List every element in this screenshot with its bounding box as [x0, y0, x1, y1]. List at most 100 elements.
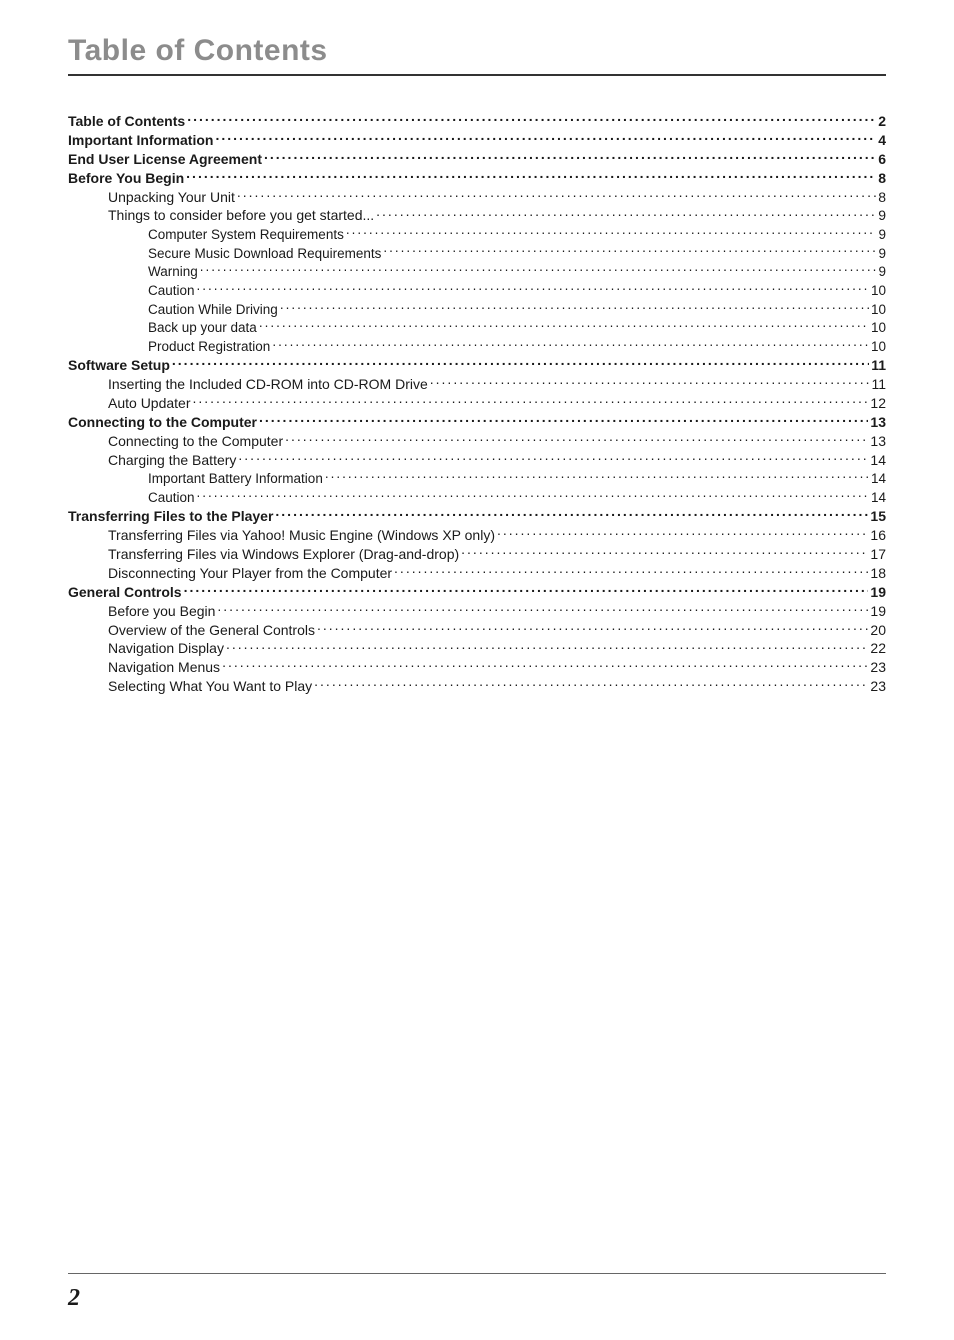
toc-row: Important Battery Information 14: [148, 470, 886, 489]
toc-row: Transferring Files via Yahoo! Music Engi…: [108, 526, 886, 545]
toc-page: 6: [878, 150, 886, 169]
toc-page: 9: [878, 206, 886, 225]
toc-page: 15: [870, 507, 886, 526]
page-number: 2: [68, 1285, 80, 1312]
toc-page: 20: [870, 621, 886, 640]
toc-label: Auto Updater: [108, 394, 191, 413]
toc-row: Software Setup11: [68, 356, 886, 375]
toc-label: Things to consider before you get starte…: [108, 206, 374, 225]
toc-leader: [197, 488, 869, 502]
toc-row: Overview of the General Controls 20: [108, 621, 886, 640]
toc-leader: [314, 677, 868, 691]
toc-row: Important Information 4: [68, 131, 886, 150]
toc-row: Things to consider before you get starte…: [108, 206, 886, 225]
toc-page: 2: [878, 112, 886, 131]
toc-row: Auto Updater 12: [108, 394, 886, 413]
toc-leader: [187, 112, 876, 126]
toc-page: 22: [870, 639, 886, 658]
toc-page: 17: [870, 545, 886, 564]
toc-label: Overview of the General Controls: [108, 621, 315, 640]
toc-row: Transferring Files via Windows Explorer …: [108, 545, 886, 564]
toc-leader: [383, 244, 876, 258]
table-of-contents: Table of Contents2Important Information4…: [68, 112, 886, 696]
toc-row: Unpacking Your Unit 8: [108, 188, 886, 207]
toc-leader: [186, 169, 876, 183]
toc-page: 18: [870, 564, 886, 583]
toc-page: 14: [870, 451, 886, 470]
toc-page: 23: [870, 658, 886, 677]
toc-label: Disconnecting Your Player from the Compu…: [108, 564, 392, 583]
toc-page: 10: [871, 282, 886, 300]
toc-label: Important Information: [68, 131, 213, 150]
toc-leader: [226, 639, 868, 653]
toc-leader: [259, 319, 869, 333]
toc-row: Charging the Battery 14: [108, 451, 886, 470]
toc-leader: [317, 621, 868, 635]
toc-label: Selecting What You Want to Play: [108, 677, 312, 696]
page: Table of Contents Table of Contents2Impo…: [0, 0, 954, 1340]
toc-label: Secure Music Download Requirements: [148, 245, 381, 263]
toc-row: Warning 9: [148, 263, 886, 282]
title-rule: [68, 74, 886, 76]
toc-label: Warning: [148, 263, 198, 281]
toc-label: Caution: [148, 489, 195, 507]
toc-label: Caution While Driving: [148, 301, 278, 319]
toc-page: 8: [878, 169, 886, 188]
toc-leader: [215, 131, 876, 145]
toc-label: Inserting the Included CD-ROM into CD-RO…: [108, 375, 428, 394]
toc-leader: [197, 282, 869, 296]
toc-row: Selecting What You Want to Play 23: [108, 677, 886, 696]
toc-page: 11: [871, 375, 886, 394]
toc-label: Important Battery Information: [148, 470, 323, 488]
toc-row: Transferring Files to the Player15: [68, 507, 886, 526]
toc-label: Back up your data: [148, 319, 257, 337]
toc-row: Product Registration10: [148, 338, 886, 357]
toc-leader: [497, 526, 868, 540]
toc-row: Navigation Menus 23: [108, 658, 886, 677]
toc-row: Navigation Display22: [108, 639, 886, 658]
toc-leader: [430, 375, 870, 389]
toc-leader: [259, 413, 868, 427]
toc-page: 19: [870, 602, 886, 621]
toc-leader: [394, 564, 868, 578]
toc-leader: [346, 225, 877, 239]
toc-page: 9: [878, 226, 886, 244]
toc-leader: [222, 658, 868, 672]
toc-label: Connecting to the Computer: [68, 413, 257, 432]
toc-page: 13: [870, 432, 886, 451]
toc-row: Caution14: [148, 488, 886, 507]
toc-label: Unpacking Your Unit: [108, 188, 235, 207]
toc-page: 19: [870, 583, 886, 602]
toc-row: Caution While Driving 10: [148, 300, 886, 319]
toc-row: Back up your data10: [148, 319, 886, 338]
toc-page: 4: [878, 131, 886, 150]
toc-leader: [217, 602, 868, 616]
toc-label: Charging the Battery: [108, 451, 236, 470]
toc-page: 10: [871, 301, 886, 319]
toc-page: 16: [870, 526, 886, 545]
toc-leader: [193, 394, 869, 408]
toc-label: Transferring Files via Windows Explorer …: [108, 545, 459, 564]
toc-leader: [275, 507, 868, 521]
toc-page: 14: [871, 470, 886, 488]
toc-page: 12: [870, 394, 886, 413]
toc-row: Before you Begin19: [108, 602, 886, 621]
toc-label: Navigation Menus: [108, 658, 220, 677]
toc-page: 8: [878, 188, 886, 207]
toc-page: 23: [870, 677, 886, 696]
toc-page: 9: [878, 245, 886, 263]
toc-leader: [461, 545, 868, 559]
toc-label: Connecting to the Computer: [108, 432, 283, 451]
toc-page: 9: [878, 263, 886, 281]
toc-row: Before You Begin8: [68, 169, 886, 188]
toc-leader: [184, 583, 869, 597]
toc-leader: [238, 451, 868, 465]
toc-leader: [325, 470, 869, 484]
toc-label: Software Setup: [68, 356, 170, 375]
toc-leader: [237, 188, 876, 202]
toc-leader: [172, 356, 869, 370]
toc-leader: [272, 338, 869, 352]
toc-label: Transferring Files via Yahoo! Music Engi…: [108, 526, 495, 545]
toc-leader: [285, 432, 868, 446]
toc-row: Secure Music Download Requirements 9: [148, 244, 886, 263]
